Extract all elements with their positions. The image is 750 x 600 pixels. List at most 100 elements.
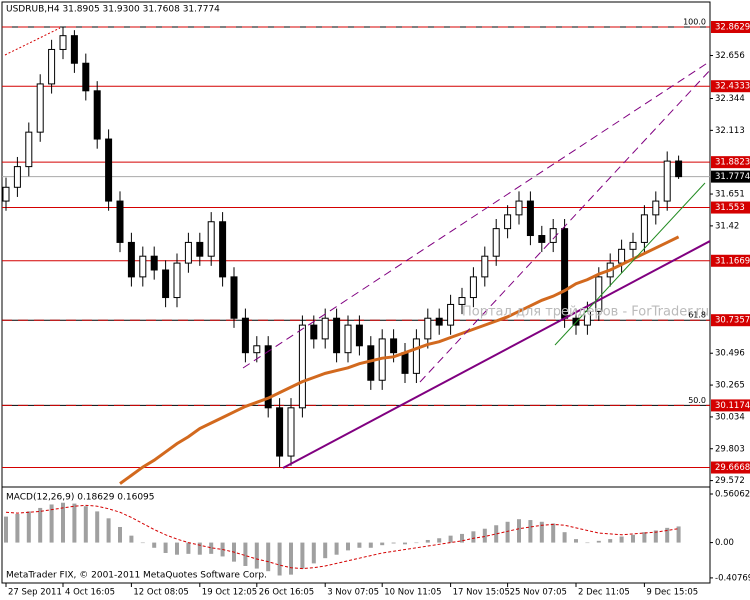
- macd-bar: [83, 506, 88, 543]
- macd-signal: [5, 504, 679, 570]
- macd-bar: [574, 539, 578, 543]
- trend-line: [282, 239, 710, 469]
- macd-bar: [596, 540, 601, 543]
- level-label: 31.1669: [715, 256, 750, 266]
- candle-body: [629, 241, 637, 250]
- macd-bar: [403, 542, 407, 545]
- level-label-box: [711, 201, 750, 214]
- macd-bar: [380, 542, 385, 546]
- level-label: 29.6668: [715, 463, 750, 473]
- level-label-box: [711, 80, 750, 93]
- x-tick-label: 25 Nov 07:05: [510, 588, 567, 598]
- macd-bar: [175, 542, 179, 555]
- macd-bar: [368, 542, 373, 548]
- x-tick-label: 4 Oct 16:05: [65, 588, 115, 598]
- y-tick-label: 32.656: [715, 51, 745, 61]
- candle-body: [640, 214, 648, 243]
- candle-body: [618, 248, 626, 264]
- candle-body: [287, 407, 295, 457]
- candle-body: [207, 221, 215, 257]
- macd-bar: [277, 542, 282, 576]
- candle-body: [663, 160, 671, 202]
- macd-bar: [49, 504, 54, 543]
- candle-body: [116, 200, 124, 243]
- macd-bar: [494, 525, 499, 543]
- y-tick-label: 29.572: [715, 476, 745, 486]
- level-label: 31.8823: [715, 158, 750, 168]
- candle-body: [538, 235, 546, 243]
- candle-body: [93, 90, 101, 140]
- macd-bar: [311, 542, 316, 564]
- candle-body: [526, 200, 534, 237]
- x-tick-label: 12 Oct 08:05: [133, 588, 188, 598]
- candle-body: [36, 83, 44, 133]
- candle-body: [469, 276, 477, 299]
- macd-bar: [585, 542, 590, 544]
- macd-bar: [357, 542, 362, 548]
- macd-bar: [129, 535, 134, 543]
- macd-bar: [642, 532, 647, 543]
- candle-body: [253, 345, 261, 354]
- level-label: 30.7357: [715, 316, 750, 326]
- level-label: 32.8629: [715, 23, 750, 33]
- macd-tick-label: 0.00: [715, 538, 734, 548]
- main-panel: [2, 26, 710, 485]
- y-tick-label: 30.265: [715, 381, 745, 391]
- y-tick-label: 31.651: [715, 190, 745, 200]
- candle-body: [458, 297, 466, 305]
- macd-bar: [653, 530, 658, 543]
- candle-body: [264, 345, 272, 409]
- channel-line: [242, 60, 710, 369]
- candle-body: [504, 214, 512, 230]
- candle-body: [139, 255, 147, 278]
- macd-bar: [289, 542, 293, 575]
- macd-bar: [26, 511, 31, 543]
- macd-bar: [72, 503, 77, 543]
- candle-body: [367, 345, 375, 381]
- macd-bar: [300, 542, 305, 569]
- x-tick-label: 27 Sep 2011: [8, 588, 62, 598]
- macd-bar: [152, 542, 157, 548]
- candle-body: [401, 352, 409, 374]
- macd-bar: [4, 516, 8, 543]
- x-tick-label: 26 Oct 16:05: [259, 588, 314, 598]
- candle-body: [492, 228, 500, 257]
- x-tick-label: 9 Dec 15:05: [646, 588, 698, 598]
- drawing-objects: [4, 27, 710, 469]
- candle-body: [162, 269, 170, 299]
- macd-bar: [551, 523, 556, 543]
- macd-bar: [163, 542, 168, 553]
- candle-body: [25, 131, 33, 168]
- macd-bar: [676, 526, 681, 543]
- macd-bar: [539, 521, 544, 543]
- candle-body: [344, 324, 352, 354]
- macd-bar: [334, 542, 339, 555]
- y-tick-label: 30.496: [715, 349, 745, 359]
- candle-body: [13, 166, 21, 188]
- macd-bar: [118, 526, 122, 543]
- macd-bar: [471, 531, 476, 543]
- last-price-box: [711, 170, 750, 183]
- candle-body: [355, 324, 363, 347]
- candle-body: [412, 338, 420, 374]
- candle-body: [150, 255, 158, 271]
- level-label: 31.553: [715, 203, 745, 213]
- fib-label: 61.8: [688, 311, 706, 320]
- macd-bar: [346, 542, 350, 551]
- level-label-box: [711, 21, 750, 34]
- macd-bar: [197, 542, 202, 555]
- candle-body: [675, 160, 683, 178]
- candle-body: [481, 255, 489, 278]
- macd-bar: [608, 539, 613, 543]
- macd-tick-label: 0.56062: [715, 490, 750, 500]
- last-price-label: 31.7774: [715, 172, 750, 182]
- level-label: 30.1174: [715, 401, 750, 411]
- macd-bar: [61, 502, 65, 543]
- x-tick-label: 17 Nov 15:05: [453, 588, 510, 598]
- macd-bar: [517, 519, 521, 543]
- macd-bar: [209, 542, 214, 554]
- y-tick-label: 29.803: [715, 444, 745, 454]
- candle-body: [583, 310, 591, 326]
- x-tick-label: 10 Nov 11:05: [384, 588, 441, 598]
